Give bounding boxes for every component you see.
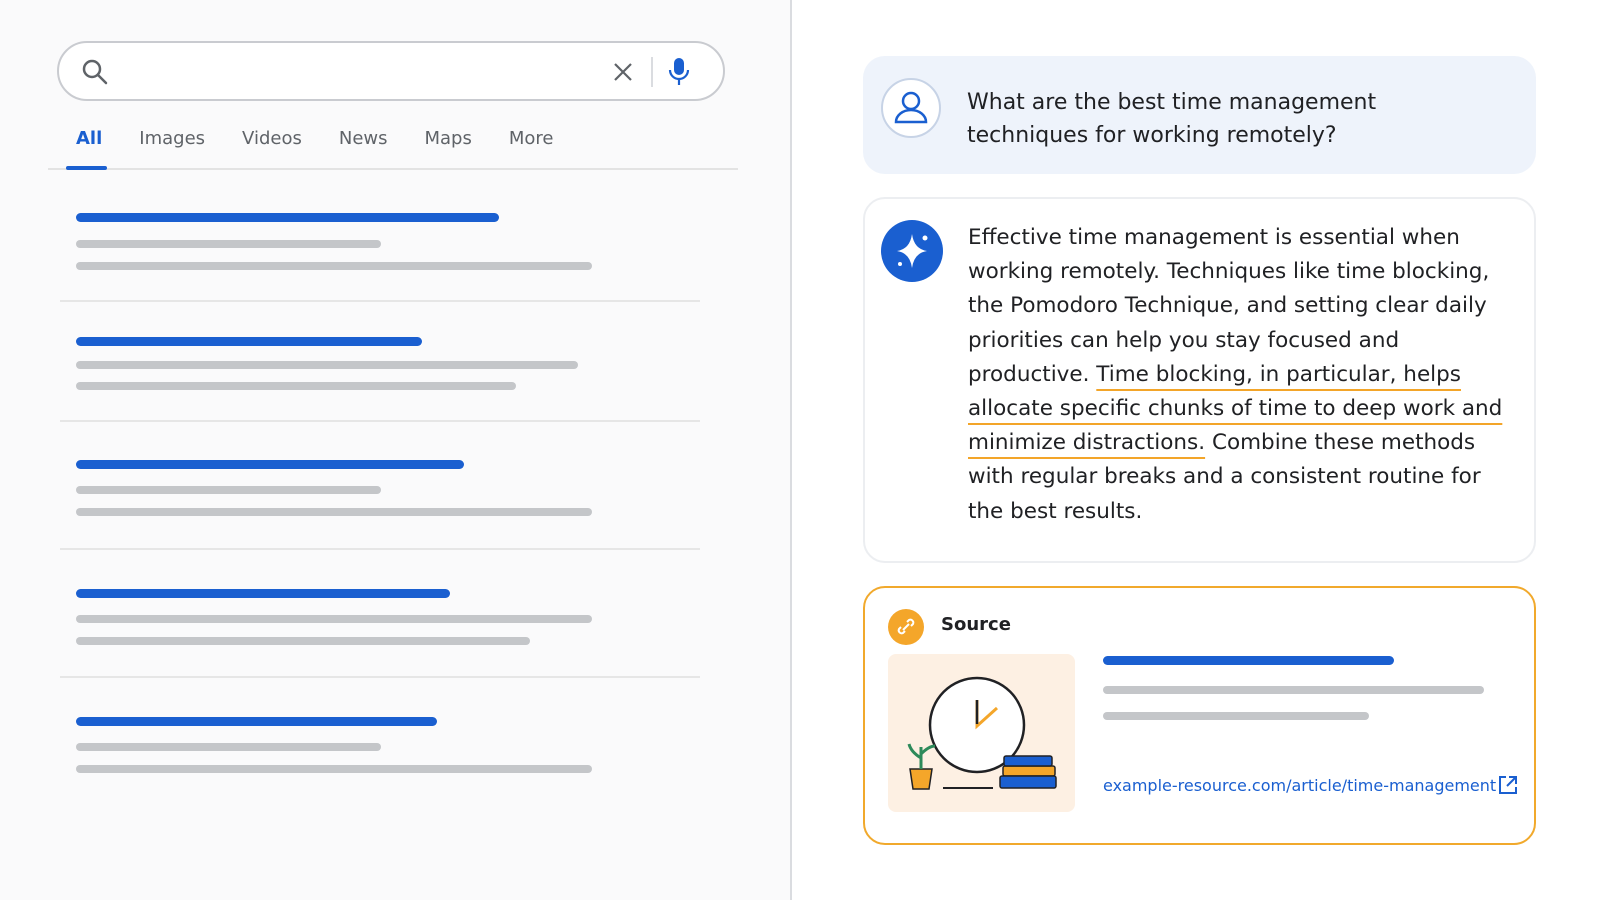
placeholder-line	[76, 765, 592, 773]
separator	[60, 420, 700, 422]
tab[interactable]: News	[338, 128, 388, 149]
tab[interactable]: Images	[139, 128, 206, 149]
source-card: Source example-resource.com/article/time…	[863, 586, 1536, 845]
tab-rule	[48, 168, 738, 170]
placeholder-line	[76, 382, 516, 390]
placeholder-line	[1103, 712, 1369, 720]
placeholder-line	[76, 615, 592, 623]
mic-icon[interactable]	[667, 56, 691, 88]
separator	[60, 548, 700, 550]
answer-card: Effective time management is essential w…	[863, 197, 1536, 563]
source-thumbnail	[888, 654, 1075, 812]
answer-intro: Effective time management is essential w…	[968, 225, 1490, 387]
tabs: All Images Videos News Maps More	[76, 128, 554, 149]
query-text: What are the best time management techni…	[967, 90, 1377, 148]
separator	[60, 300, 700, 302]
external-link-icon[interactable]	[1497, 774, 1519, 796]
search-box[interactable]	[57, 41, 725, 101]
placeholder-line	[76, 508, 592, 516]
placeholder-line	[76, 240, 381, 248]
ai-icon	[881, 220, 943, 282]
placeholder-line	[1103, 686, 1484, 694]
placeholder-line	[76, 486, 381, 494]
tab[interactable]: All	[76, 128, 103, 149]
separator	[60, 676, 700, 678]
tab[interactable]: More	[508, 128, 554, 149]
user-avatar	[881, 78, 941, 138]
tab[interactable]: Videos	[242, 128, 302, 149]
placeholder-title	[76, 460, 464, 469]
source-label: Source	[941, 614, 1011, 635]
link-icon	[888, 609, 924, 645]
placeholder-title	[1103, 656, 1394, 665]
search-panel: All Images Videos News Maps More	[0, 0, 792, 900]
placeholder-title	[76, 337, 422, 346]
query-card: What are the best time management techni…	[863, 56, 1536, 174]
placeholder-title	[76, 589, 450, 598]
placeholder-line	[76, 637, 530, 645]
answer-text: Effective time management is essential w…	[968, 221, 1513, 529]
answer-highlight: Time blocking, in particular, helps allo…	[968, 361, 1503, 456]
divider	[651, 57, 653, 87]
tab[interactable]: Maps	[424, 128, 472, 149]
answer-conclusion: Combine these methods with regular break…	[968, 430, 1481, 524]
source-link[interactable]: example-resource.com/article/time-manage…	[1103, 776, 1497, 795]
search-icon	[82, 59, 108, 85]
active-tab-indicator	[66, 166, 107, 170]
placeholder-title	[76, 717, 437, 726]
placeholder-line	[76, 361, 578, 369]
placeholder-title	[76, 213, 499, 222]
clear-icon[interactable]	[611, 60, 635, 84]
placeholder-line	[76, 743, 381, 751]
placeholder-line	[76, 262, 592, 270]
